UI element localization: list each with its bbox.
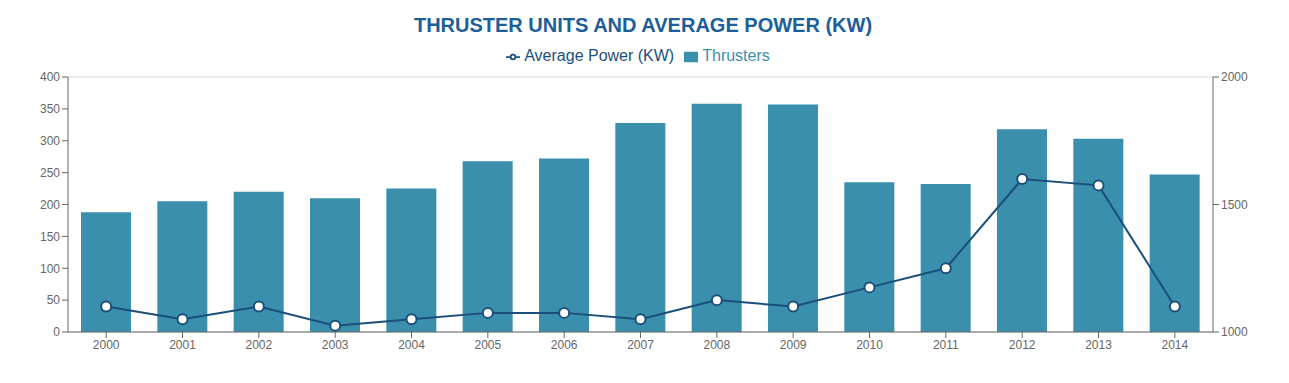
svg-text:2003: 2003 xyxy=(322,338,349,352)
svg-text:2009: 2009 xyxy=(780,338,807,352)
svg-text:2012: 2012 xyxy=(1009,338,1036,352)
svg-text:2006: 2006 xyxy=(551,338,578,352)
svg-text:0: 0 xyxy=(53,325,60,339)
svg-text:2014: 2014 xyxy=(1161,338,1188,352)
svg-text:2010: 2010 xyxy=(856,338,883,352)
svg-text:150: 150 xyxy=(40,230,60,244)
svg-text:300: 300 xyxy=(40,134,60,148)
svg-text:2013: 2013 xyxy=(1085,338,1112,352)
svg-text:250: 250 xyxy=(40,166,60,180)
svg-text:200: 200 xyxy=(40,198,60,212)
svg-text:350: 350 xyxy=(40,102,60,116)
svg-text:2005: 2005 xyxy=(474,338,501,352)
svg-text:2001: 2001 xyxy=(169,338,196,352)
html-text:THRUSTER UNITS AND AVERAGE POW: THRUSTER UNITS AND AVERAGE POWER (KW) xyxy=(413,14,873,36)
svg-text:2007: 2007 xyxy=(627,338,654,352)
svg-text:2000: 2000 xyxy=(1221,70,1248,84)
svg-text:2004: 2004 xyxy=(398,338,425,352)
svg-text:1000: 1000 xyxy=(1221,325,1248,339)
html-text:Thrusters: Thrusters xyxy=(702,47,770,64)
svg-text:2008: 2008 xyxy=(703,338,730,352)
svg-text:2011: 2011 xyxy=(933,338,959,352)
svg-text:2000: 2000 xyxy=(93,338,120,352)
svg-text:2002: 2002 xyxy=(245,338,272,352)
svg-text:400: 400 xyxy=(40,70,60,84)
svg-text:1500: 1500 xyxy=(1221,198,1248,212)
html-text:Average Power (KW): Average Power (KW) xyxy=(524,47,675,64)
svg-text:100: 100 xyxy=(40,262,60,276)
svg-text:50: 50 xyxy=(47,293,61,307)
